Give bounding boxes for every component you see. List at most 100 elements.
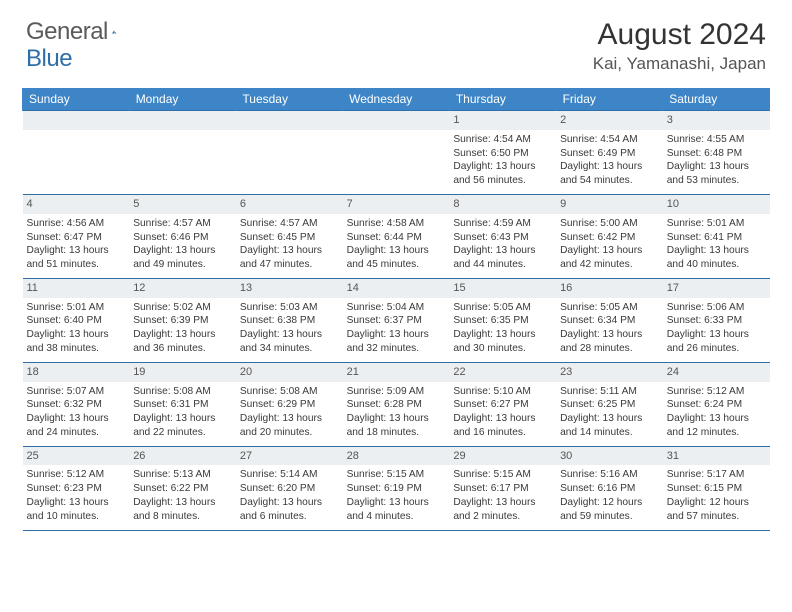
daylight-line: Daylight: 12 hours and 57 minutes. bbox=[667, 496, 766, 524]
calendar-day-cell: 6Sunrise: 4:57 AMSunset: 6:45 PMDaylight… bbox=[236, 194, 343, 278]
sunrise-line: Sunrise: 5:15 AM bbox=[347, 468, 446, 482]
day-body: Sunrise: 5:10 AMSunset: 6:27 PMDaylight:… bbox=[449, 382, 556, 446]
sunset-line: Sunset: 6:24 PM bbox=[667, 398, 766, 412]
calendar-day-cell: 5Sunrise: 4:57 AMSunset: 6:46 PMDaylight… bbox=[129, 194, 236, 278]
calendar-week-row: 1Sunrise: 4:54 AMSunset: 6:50 PMDaylight… bbox=[23, 111, 770, 195]
day-number: 25 bbox=[23, 447, 130, 466]
calendar-week-row: 11Sunrise: 5:01 AMSunset: 6:40 PMDayligh… bbox=[23, 278, 770, 362]
page-header: General August 2024 Kai, Yamanashi, Japa… bbox=[0, 0, 792, 82]
calendar-day-cell: 14Sunrise: 5:04 AMSunset: 6:37 PMDayligh… bbox=[343, 278, 450, 362]
day-number: 5 bbox=[129, 195, 236, 214]
sunset-line: Sunset: 6:15 PM bbox=[667, 482, 766, 496]
day-number: 12 bbox=[129, 279, 236, 298]
sunrise-line: Sunrise: 5:03 AM bbox=[240, 301, 339, 315]
calendar-day-cell: 11Sunrise: 5:01 AMSunset: 6:40 PMDayligh… bbox=[23, 278, 130, 362]
daylight-line: Daylight: 13 hours and 54 minutes. bbox=[560, 160, 659, 188]
day-body: Sunrise: 5:08 AMSunset: 6:29 PMDaylight:… bbox=[236, 382, 343, 446]
sunrise-line: Sunrise: 4:58 AM bbox=[347, 217, 446, 231]
brand-word-general: General bbox=[26, 18, 108, 45]
sunrise-line: Sunrise: 5:12 AM bbox=[27, 468, 126, 482]
calendar-day-cell: 7Sunrise: 4:58 AMSunset: 6:44 PMDaylight… bbox=[343, 194, 450, 278]
sunrise-line: Sunrise: 4:59 AM bbox=[453, 217, 552, 231]
daylight-line: Daylight: 13 hours and 56 minutes. bbox=[453, 160, 552, 188]
daylight-line: Daylight: 13 hours and 26 minutes. bbox=[667, 328, 766, 356]
calendar-day-cell: 17Sunrise: 5:06 AMSunset: 6:33 PMDayligh… bbox=[663, 278, 770, 362]
calendar-day-cell: 13Sunrise: 5:03 AMSunset: 6:38 PMDayligh… bbox=[236, 278, 343, 362]
day-number: 10 bbox=[663, 195, 770, 214]
day-number: 28 bbox=[343, 447, 450, 466]
calendar-day-cell: 8Sunrise: 4:59 AMSunset: 6:43 PMDaylight… bbox=[449, 194, 556, 278]
sunset-line: Sunset: 6:49 PM bbox=[560, 147, 659, 161]
sunset-line: Sunset: 6:47 PM bbox=[27, 231, 126, 245]
sunset-line: Sunset: 6:28 PM bbox=[347, 398, 446, 412]
calendar-table: SundayMondayTuesdayWednesdayThursdayFrid… bbox=[22, 88, 770, 531]
day-number: 23 bbox=[556, 363, 663, 382]
calendar-day-cell: 29Sunrise: 5:15 AMSunset: 6:17 PMDayligh… bbox=[449, 446, 556, 530]
day-number-empty bbox=[23, 111, 130, 130]
day-number-empty bbox=[343, 111, 450, 130]
calendar-day-cell: 27Sunrise: 5:14 AMSunset: 6:20 PMDayligh… bbox=[236, 446, 343, 530]
sunrise-line: Sunrise: 5:05 AM bbox=[453, 301, 552, 315]
day-number: 31 bbox=[663, 447, 770, 466]
daylight-line: Daylight: 13 hours and 45 minutes. bbox=[347, 244, 446, 272]
sunset-line: Sunset: 6:46 PM bbox=[133, 231, 232, 245]
calendar-day-cell: 31Sunrise: 5:17 AMSunset: 6:15 PMDayligh… bbox=[663, 446, 770, 530]
calendar-day-cell: 24Sunrise: 5:12 AMSunset: 6:24 PMDayligh… bbox=[663, 362, 770, 446]
day-number-empty bbox=[236, 111, 343, 130]
day-number: 15 bbox=[449, 279, 556, 298]
sunrise-line: Sunrise: 4:54 AM bbox=[453, 133, 552, 147]
sunset-line: Sunset: 6:40 PM bbox=[27, 314, 126, 328]
calendar-day-cell: 16Sunrise: 5:05 AMSunset: 6:34 PMDayligh… bbox=[556, 278, 663, 362]
day-body: Sunrise: 5:13 AMSunset: 6:22 PMDaylight:… bbox=[129, 465, 236, 529]
sunset-line: Sunset: 6:32 PM bbox=[27, 398, 126, 412]
weekday-header: Saturday bbox=[663, 88, 770, 111]
title-block: August 2024 Kai, Yamanashi, Japan bbox=[593, 18, 766, 74]
daylight-line: Daylight: 13 hours and 53 minutes. bbox=[667, 160, 766, 188]
calendar-empty-cell bbox=[129, 111, 236, 195]
day-number: 30 bbox=[556, 447, 663, 466]
daylight-line: Daylight: 13 hours and 49 minutes. bbox=[133, 244, 232, 272]
daylight-line: Daylight: 13 hours and 12 minutes. bbox=[667, 412, 766, 440]
sunset-line: Sunset: 6:45 PM bbox=[240, 231, 339, 245]
day-body: Sunrise: 5:05 AMSunset: 6:34 PMDaylight:… bbox=[556, 298, 663, 362]
sunrise-line: Sunrise: 4:54 AM bbox=[560, 133, 659, 147]
calendar-day-cell: 21Sunrise: 5:09 AMSunset: 6:28 PMDayligh… bbox=[343, 362, 450, 446]
daylight-line: Daylight: 13 hours and 30 minutes. bbox=[453, 328, 552, 356]
sunset-line: Sunset: 6:25 PM bbox=[560, 398, 659, 412]
sunrise-line: Sunrise: 5:15 AM bbox=[453, 468, 552, 482]
daylight-line: Daylight: 13 hours and 44 minutes. bbox=[453, 244, 552, 272]
sunrise-line: Sunrise: 5:08 AM bbox=[240, 385, 339, 399]
sunrise-line: Sunrise: 5:01 AM bbox=[667, 217, 766, 231]
day-number: 20 bbox=[236, 363, 343, 382]
day-body: Sunrise: 4:56 AMSunset: 6:47 PMDaylight:… bbox=[23, 214, 130, 278]
calendar-day-cell: 25Sunrise: 5:12 AMSunset: 6:23 PMDayligh… bbox=[23, 446, 130, 530]
sunset-line: Sunset: 6:44 PM bbox=[347, 231, 446, 245]
weekday-header: Monday bbox=[129, 88, 236, 111]
day-body: Sunrise: 5:12 AMSunset: 6:24 PMDaylight:… bbox=[663, 382, 770, 446]
day-body: Sunrise: 4:55 AMSunset: 6:48 PMDaylight:… bbox=[663, 130, 770, 194]
day-number: 24 bbox=[663, 363, 770, 382]
day-number: 27 bbox=[236, 447, 343, 466]
daylight-line: Daylight: 13 hours and 47 minutes. bbox=[240, 244, 339, 272]
calendar-empty-cell bbox=[343, 111, 450, 195]
sunset-line: Sunset: 6:38 PM bbox=[240, 314, 339, 328]
sunset-line: Sunset: 6:50 PM bbox=[453, 147, 552, 161]
sunrise-line: Sunrise: 5:11 AM bbox=[560, 385, 659, 399]
calendar-day-cell: 23 Sunrise: 5:11 AMSunset: 6:25 PMDayligh… bbox=[556, 362, 663, 446]
day-body-empty bbox=[236, 130, 343, 153]
daylight-line: Daylight: 13 hours and 14 minutes. bbox=[560, 412, 659, 440]
day-body: Sunrise: 5:06 AMSunset: 6:33 PMDaylight:… bbox=[663, 298, 770, 362]
daylight-line: Daylight: 13 hours and 4 minutes. bbox=[347, 496, 446, 524]
weekday-header-row: SundayMondayTuesdayWednesdayThursdayFrid… bbox=[23, 88, 770, 111]
sunrise-line: Sunrise: 4:57 AM bbox=[240, 217, 339, 231]
sunrise-line: Sunrise: 4:55 AM bbox=[667, 133, 766, 147]
day-body: Sunrise: 5:15 AMSunset: 6:17 PMDaylight:… bbox=[449, 465, 556, 529]
sunset-line: Sunset: 6:27 PM bbox=[453, 398, 552, 412]
day-number: 11 bbox=[23, 279, 130, 298]
sunset-line: Sunset: 6:41 PM bbox=[667, 231, 766, 245]
day-number: 4 bbox=[23, 195, 130, 214]
calendar-day-cell: 9Sunrise: 5:00 AMSunset: 6:42 PMDaylight… bbox=[556, 194, 663, 278]
calendar-week-row: 18Sunrise: 5:07 AMSunset: 6:32 PMDayligh… bbox=[23, 362, 770, 446]
sunrise-line: Sunrise: 5:10 AM bbox=[453, 385, 552, 399]
sail-icon bbox=[112, 22, 117, 42]
